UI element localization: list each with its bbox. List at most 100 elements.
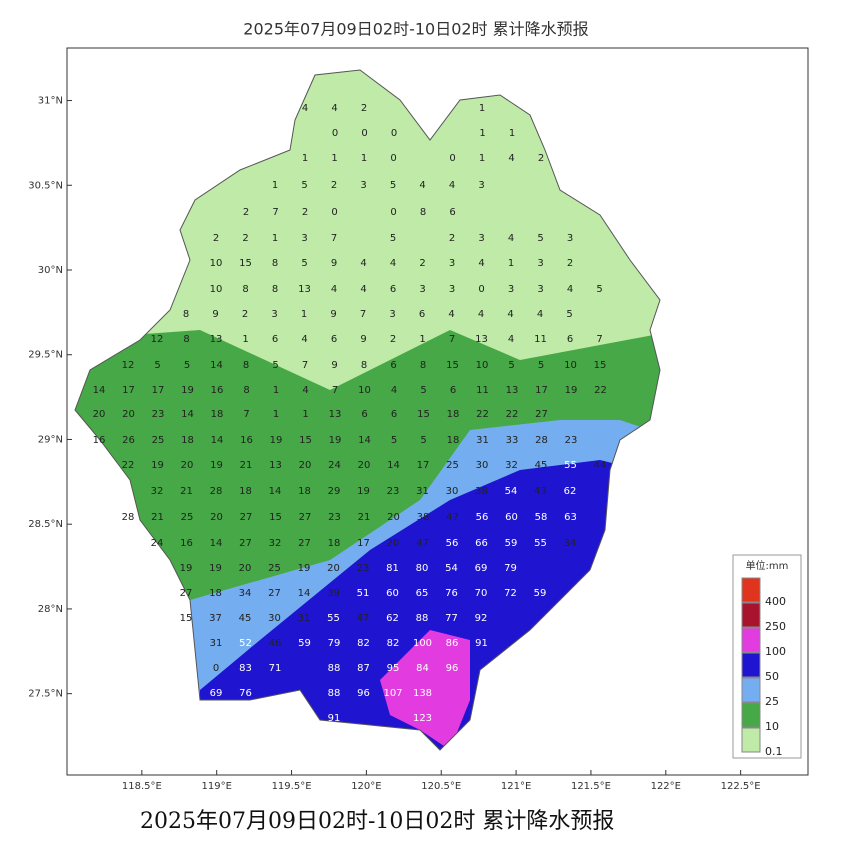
- station-value: 8: [183, 334, 189, 345]
- station-value: 15: [417, 409, 430, 420]
- station-value: 59: [298, 638, 311, 649]
- station-value: 22: [594, 385, 607, 396]
- station-value: 6: [567, 334, 573, 345]
- y-tick-label: 28°N: [38, 604, 63, 615]
- station-value: 8: [420, 360, 426, 371]
- station-value: 20: [299, 460, 312, 471]
- station-value: 14: [298, 588, 311, 599]
- station-value: 5: [301, 258, 307, 269]
- station-value: 19: [151, 460, 164, 471]
- station-value: 17: [152, 385, 165, 396]
- station-value: 18: [181, 435, 194, 446]
- station-value: 25: [181, 512, 194, 523]
- y-tick-label: 29.5°N: [28, 350, 63, 361]
- station-value: 79: [328, 638, 341, 649]
- station-value: 21: [358, 512, 371, 523]
- y-tick-label: 30.5°N: [28, 180, 63, 191]
- station-value: 30: [268, 613, 281, 624]
- station-value: 2: [419, 258, 425, 269]
- station-value: 9: [212, 309, 218, 320]
- station-value: 17: [357, 538, 370, 549]
- station-value: 4: [360, 284, 366, 295]
- station-value: 83: [239, 663, 252, 674]
- station-value: 12: [151, 334, 164, 345]
- station-value: 26: [122, 435, 135, 446]
- station-value: 0: [391, 128, 397, 139]
- station-value: 8: [242, 284, 248, 295]
- station-value: 20: [122, 409, 135, 420]
- station-value: 91: [328, 713, 341, 724]
- x-tick-label: 120.5°E: [421, 781, 461, 792]
- station-value: 13: [475, 334, 488, 345]
- station-value: 19: [298, 563, 311, 574]
- station-value: 71: [269, 663, 282, 674]
- station-value: 4: [508, 153, 514, 164]
- station-value: 47: [446, 512, 459, 523]
- station-value: 7: [360, 309, 366, 320]
- station-value: 1: [242, 334, 248, 345]
- station-value: 19: [357, 486, 370, 497]
- station-value: 19: [180, 563, 193, 574]
- station-value: 1: [302, 409, 308, 420]
- station-value: 69: [475, 563, 488, 574]
- station-value: 52: [239, 638, 252, 649]
- station-value: 4: [360, 258, 366, 269]
- station-value: 4: [478, 309, 484, 320]
- station-value: 14: [93, 385, 106, 396]
- station-value: 28: [210, 486, 223, 497]
- station-value: 8: [361, 360, 367, 371]
- legend-label: 25: [765, 695, 779, 708]
- station-value: 27: [268, 588, 281, 599]
- station-value: 23: [357, 563, 370, 574]
- station-value: 31: [476, 435, 489, 446]
- station-value: 4: [302, 103, 308, 114]
- station-value: 1: [479, 153, 485, 164]
- station-value: 100: [413, 638, 432, 649]
- station-value: 1: [419, 334, 425, 345]
- station-value: 5: [301, 180, 307, 191]
- station-value: 24: [151, 538, 164, 549]
- station-value: 1: [273, 385, 279, 396]
- station-value: 27: [299, 512, 312, 523]
- y-tick-label: 29°N: [38, 434, 63, 445]
- station-value: 6: [449, 207, 455, 218]
- station-value: 7: [449, 334, 455, 345]
- station-value: 4: [507, 309, 513, 320]
- station-value: 59: [534, 588, 547, 599]
- station-value: 7: [243, 409, 249, 420]
- station-value: 20: [93, 409, 106, 420]
- station-value: 96: [357, 688, 370, 699]
- station-value: 5: [508, 360, 514, 371]
- station-value: 11: [476, 385, 489, 396]
- legend-label: 50: [765, 670, 779, 683]
- station-value: 1: [302, 153, 308, 164]
- station-value: 77: [445, 613, 458, 624]
- station-value: 88: [416, 613, 429, 624]
- station-value: 45: [535, 460, 548, 471]
- station-value: 3: [478, 180, 484, 191]
- station-value: 4: [508, 233, 514, 244]
- station-value: 37: [209, 613, 222, 624]
- station-value: 19: [329, 435, 342, 446]
- station-value: 29: [328, 486, 341, 497]
- station-value: 66: [475, 538, 488, 549]
- station-value: 10: [476, 360, 489, 371]
- station-value: 4: [331, 103, 337, 114]
- station-value: 47: [416, 538, 429, 549]
- legend-label: 10: [765, 720, 779, 733]
- station-value: 1: [361, 153, 367, 164]
- x-tick-label: 118.5°E: [122, 781, 162, 792]
- station-value: 5: [596, 284, 602, 295]
- station-value: 23: [328, 512, 341, 523]
- station-value: 4: [301, 334, 307, 345]
- station-value: 23: [565, 435, 578, 446]
- station-value: 82: [387, 638, 400, 649]
- station-value: 17: [535, 385, 548, 396]
- station-value: 32: [269, 538, 282, 549]
- title: 2025年07月09日02时-10日02时 累计降水预报: [243, 20, 588, 39]
- station-value: 60: [505, 512, 518, 523]
- station-value: 13: [298, 284, 311, 295]
- station-value: 88: [328, 663, 341, 674]
- station-value: 21: [180, 486, 193, 497]
- province-outline: [74, 69, 661, 751]
